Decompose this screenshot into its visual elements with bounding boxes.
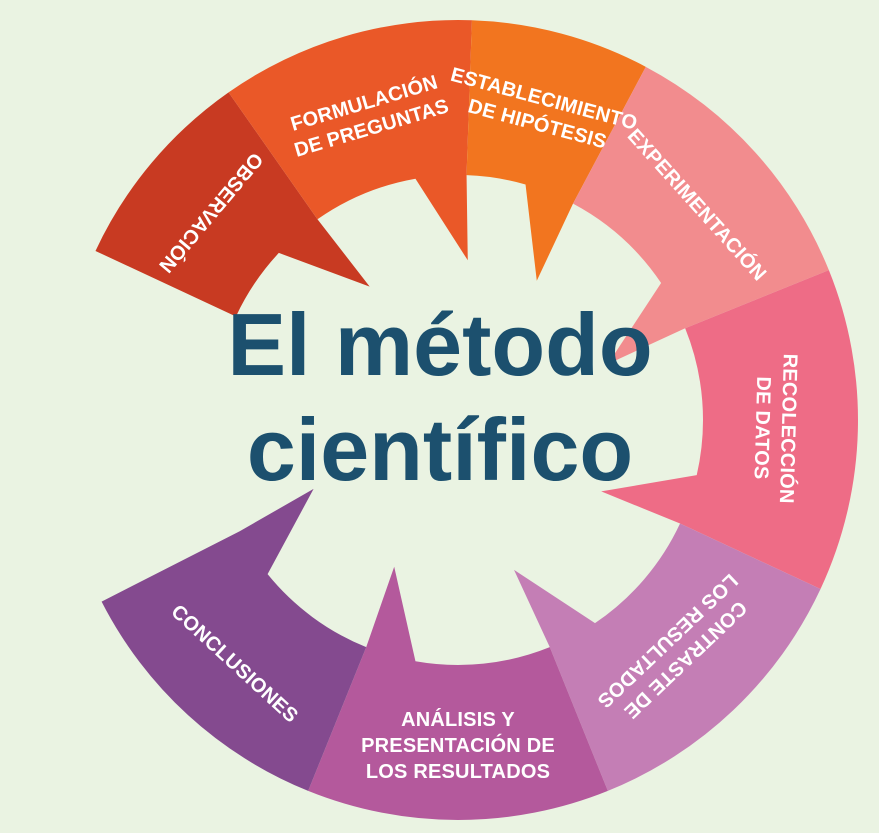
cycle-step-label-line: RECOLECCIÓN xyxy=(775,353,803,504)
cycle-segment-6 xyxy=(514,523,821,791)
cycle-segment-2 xyxy=(228,19,472,261)
cycle-step-label-line: ANÁLISIS Y xyxy=(401,708,515,731)
cycle-segment-8 xyxy=(101,488,367,791)
cycle-step-label-line: LOS RESULTADOS xyxy=(366,761,550,783)
title-line-2: científico xyxy=(247,400,633,499)
cycle-segment-5 xyxy=(601,270,858,590)
cycle-step-label-line: DE DATOS xyxy=(750,376,775,480)
cycle-segments xyxy=(95,19,858,820)
cycle-step-label-line: PRESENTACIÓN DE xyxy=(361,733,555,757)
cycle-segment-7 xyxy=(308,566,608,820)
title-line-1: El método xyxy=(227,295,652,394)
cycle-segment-1 xyxy=(95,92,370,317)
diagram-title: El método científico xyxy=(227,295,652,499)
cycle-segment-4 xyxy=(573,66,829,364)
cycle-segment-3 xyxy=(466,20,646,281)
